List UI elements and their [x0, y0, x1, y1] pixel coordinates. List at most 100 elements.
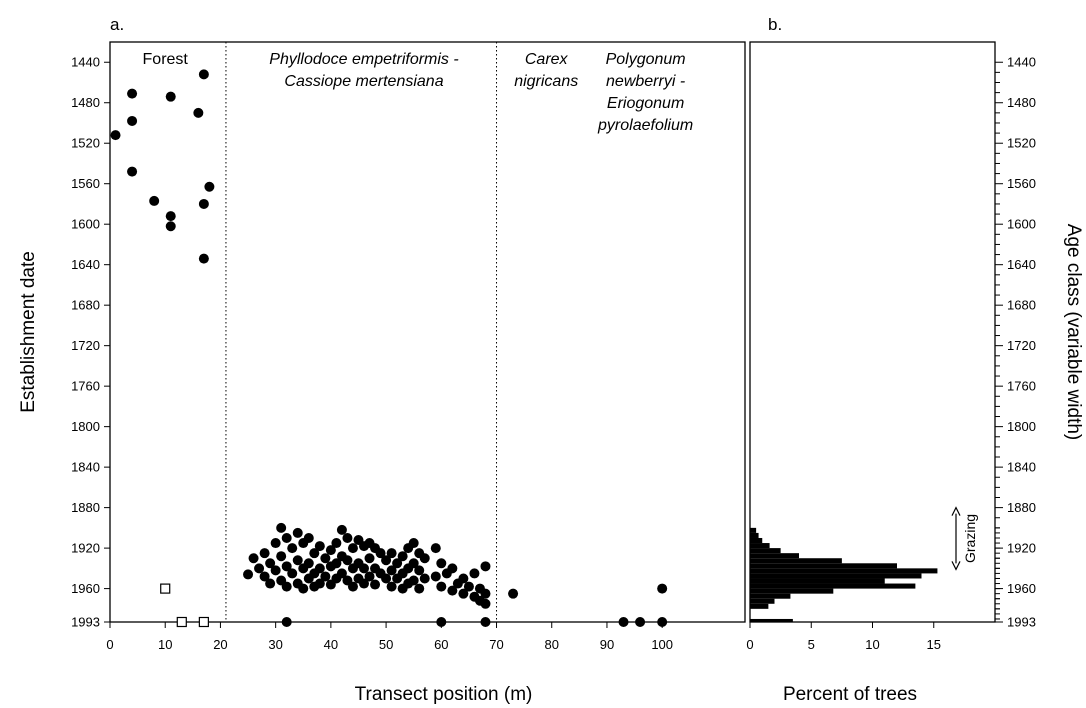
grazing-label: Grazing: [962, 514, 978, 563]
data-point: [325, 545, 336, 556]
data-point: [408, 558, 419, 569]
right-tick-label: 1520: [1007, 136, 1036, 151]
bar: [750, 553, 799, 559]
data-point-square: [176, 616, 187, 628]
right-tick-label: 1440: [1007, 55, 1036, 70]
right-tick-label: 1800: [1007, 419, 1036, 434]
zone-label-line: Polygonum: [606, 51, 686, 68]
y-tick-label: 1920: [71, 541, 100, 556]
data-point: [386, 548, 397, 559]
zone-label-line: Forest: [143, 51, 189, 68]
data-point: [254, 563, 265, 574]
x-tick-label: 80: [545, 637, 559, 652]
bar: [750, 578, 885, 584]
bar: [750, 537, 763, 544]
bar: [750, 563, 897, 569]
plot-frame-a: [109, 41, 746, 623]
bar: [750, 603, 769, 609]
data-point: [657, 583, 668, 594]
data-point: [298, 583, 309, 594]
data-point: [458, 588, 469, 599]
data-point: [292, 527, 303, 538]
x-tick-label-b: 10: [865, 637, 879, 652]
y-tick-label: 1520: [71, 136, 100, 151]
y-tick-label: 1440: [71, 55, 100, 70]
data-point: [447, 585, 458, 596]
x-tick-label: 50: [379, 637, 393, 652]
y-tick-label: 1480: [71, 95, 100, 110]
data-point: [314, 578, 325, 589]
x-tick-label: 10: [158, 637, 172, 652]
zone-label: Polygonum newberryi - Eriogonum pyrolaefoli…: [597, 51, 693, 134]
right-tick-label: 1880: [1007, 500, 1036, 515]
data-point: [127, 88, 138, 99]
data-point: [149, 195, 160, 206]
data-point: [480, 617, 491, 627]
right-tick-label: 1960: [1007, 581, 1036, 596]
x-tick-label-b: 5: [808, 637, 815, 652]
data-point: [243, 569, 254, 580]
x-tick-label: 70: [489, 637, 503, 652]
data-point: [359, 563, 369, 574]
zone-label: Phyllodoce empetriformis - Cassiope merte…: [269, 51, 458, 90]
zone-label-line: nigricans: [514, 73, 578, 90]
data-point: [165, 211, 176, 222]
data-point: [370, 579, 381, 590]
bar: [750, 527, 757, 533]
data-point: [281, 581, 292, 592]
data-point: [276, 522, 287, 533]
data-point: [336, 568, 347, 579]
bar: [750, 588, 834, 594]
y-tick-label: 1560: [71, 176, 100, 191]
data-point: [364, 553, 375, 564]
data-point: [281, 617, 292, 627]
data-point: [386, 565, 397, 576]
y-tick-label: 1720: [71, 338, 100, 353]
x-axis-title-b: Percent of trees: [783, 684, 917, 705]
data-point: [375, 548, 386, 559]
data-point: [419, 553, 430, 564]
data-point: [127, 166, 138, 177]
x-tick-label: 30: [268, 637, 282, 652]
data-point: [110, 130, 121, 141]
right-tick-label: 1600: [1007, 217, 1036, 232]
panel-a: 1440 1480 1520 1560 1600 1640 1680 1720 1760 1800…: [18, 15, 746, 705]
data-point: [447, 563, 458, 574]
data-point: [480, 598, 491, 609]
bar: [750, 532, 759, 538]
zone-label-line: Phyllodoce empetriformis -: [269, 51, 458, 68]
data-point: [281, 561, 292, 572]
data-point: [281, 532, 292, 543]
data-point: [287, 543, 298, 554]
data-point: [618, 617, 629, 627]
right-tick-label: 1560: [1007, 176, 1036, 191]
data-point: [436, 617, 447, 627]
data-point: [657, 617, 668, 627]
panel-label-b: b.: [768, 15, 782, 34]
zone-label-line: pyrolaefolium: [597, 117, 693, 134]
data-point: [430, 543, 441, 554]
data-point: [386, 581, 397, 592]
data-point: [458, 573, 469, 584]
right-tick-label: 1720: [1007, 338, 1036, 353]
data-point: [397, 551, 408, 562]
x-tick-label-b: 15: [927, 637, 941, 652]
grazing-arrow-head-top: [951, 506, 961, 516]
data-point: [469, 568, 480, 579]
data-point: [436, 581, 447, 592]
bar: [750, 593, 791, 599]
y-tick-label: 1800: [71, 419, 100, 434]
data-point: [342, 532, 353, 543]
data-point: [414, 565, 425, 576]
panel-label-a: a.: [110, 15, 124, 34]
data-point: [165, 91, 176, 102]
data-point: [270, 538, 281, 549]
data-point: [364, 571, 375, 582]
data-point: [408, 575, 419, 586]
x-tick-label: 20: [213, 637, 227, 652]
bar: [750, 573, 922, 579]
bar: [750, 583, 916, 589]
data-point: [381, 573, 392, 584]
data-point: [320, 553, 331, 564]
